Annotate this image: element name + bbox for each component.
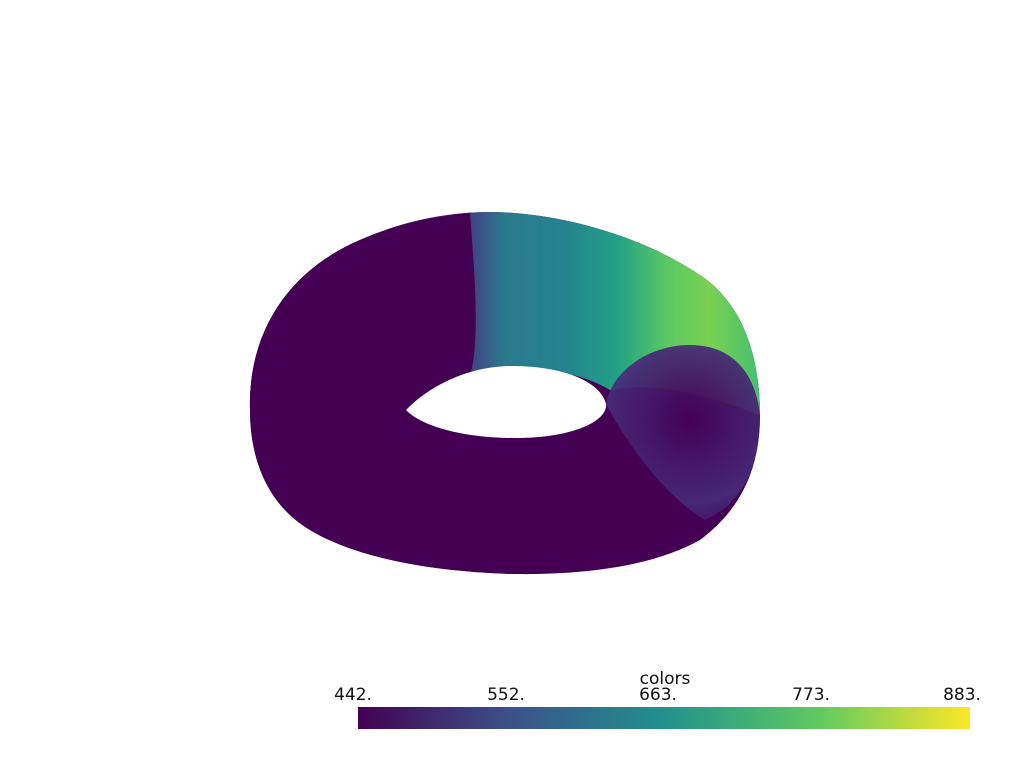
- scalar-bar-tick-2: 552.: [487, 685, 525, 705]
- scalar-bar-tick-3: 663.: [639, 685, 677, 705]
- scalar-bar-title: colors: [639, 669, 691, 689]
- scalar-bar-tick-min: 442.: [334, 685, 372, 705]
- torus-mesh[interactable]: [249, 212, 760, 575]
- scalar-bar-tick-max: 883.: [943, 685, 981, 705]
- torus-left-dark: [249, 213, 476, 410]
- torus-right-shadow: [606, 345, 760, 520]
- torus-front-band: [250, 404, 705, 575]
- scalar-bar-colorbar: [358, 707, 970, 729]
- scalar-bar-tick-4: 773.: [792, 685, 830, 705]
